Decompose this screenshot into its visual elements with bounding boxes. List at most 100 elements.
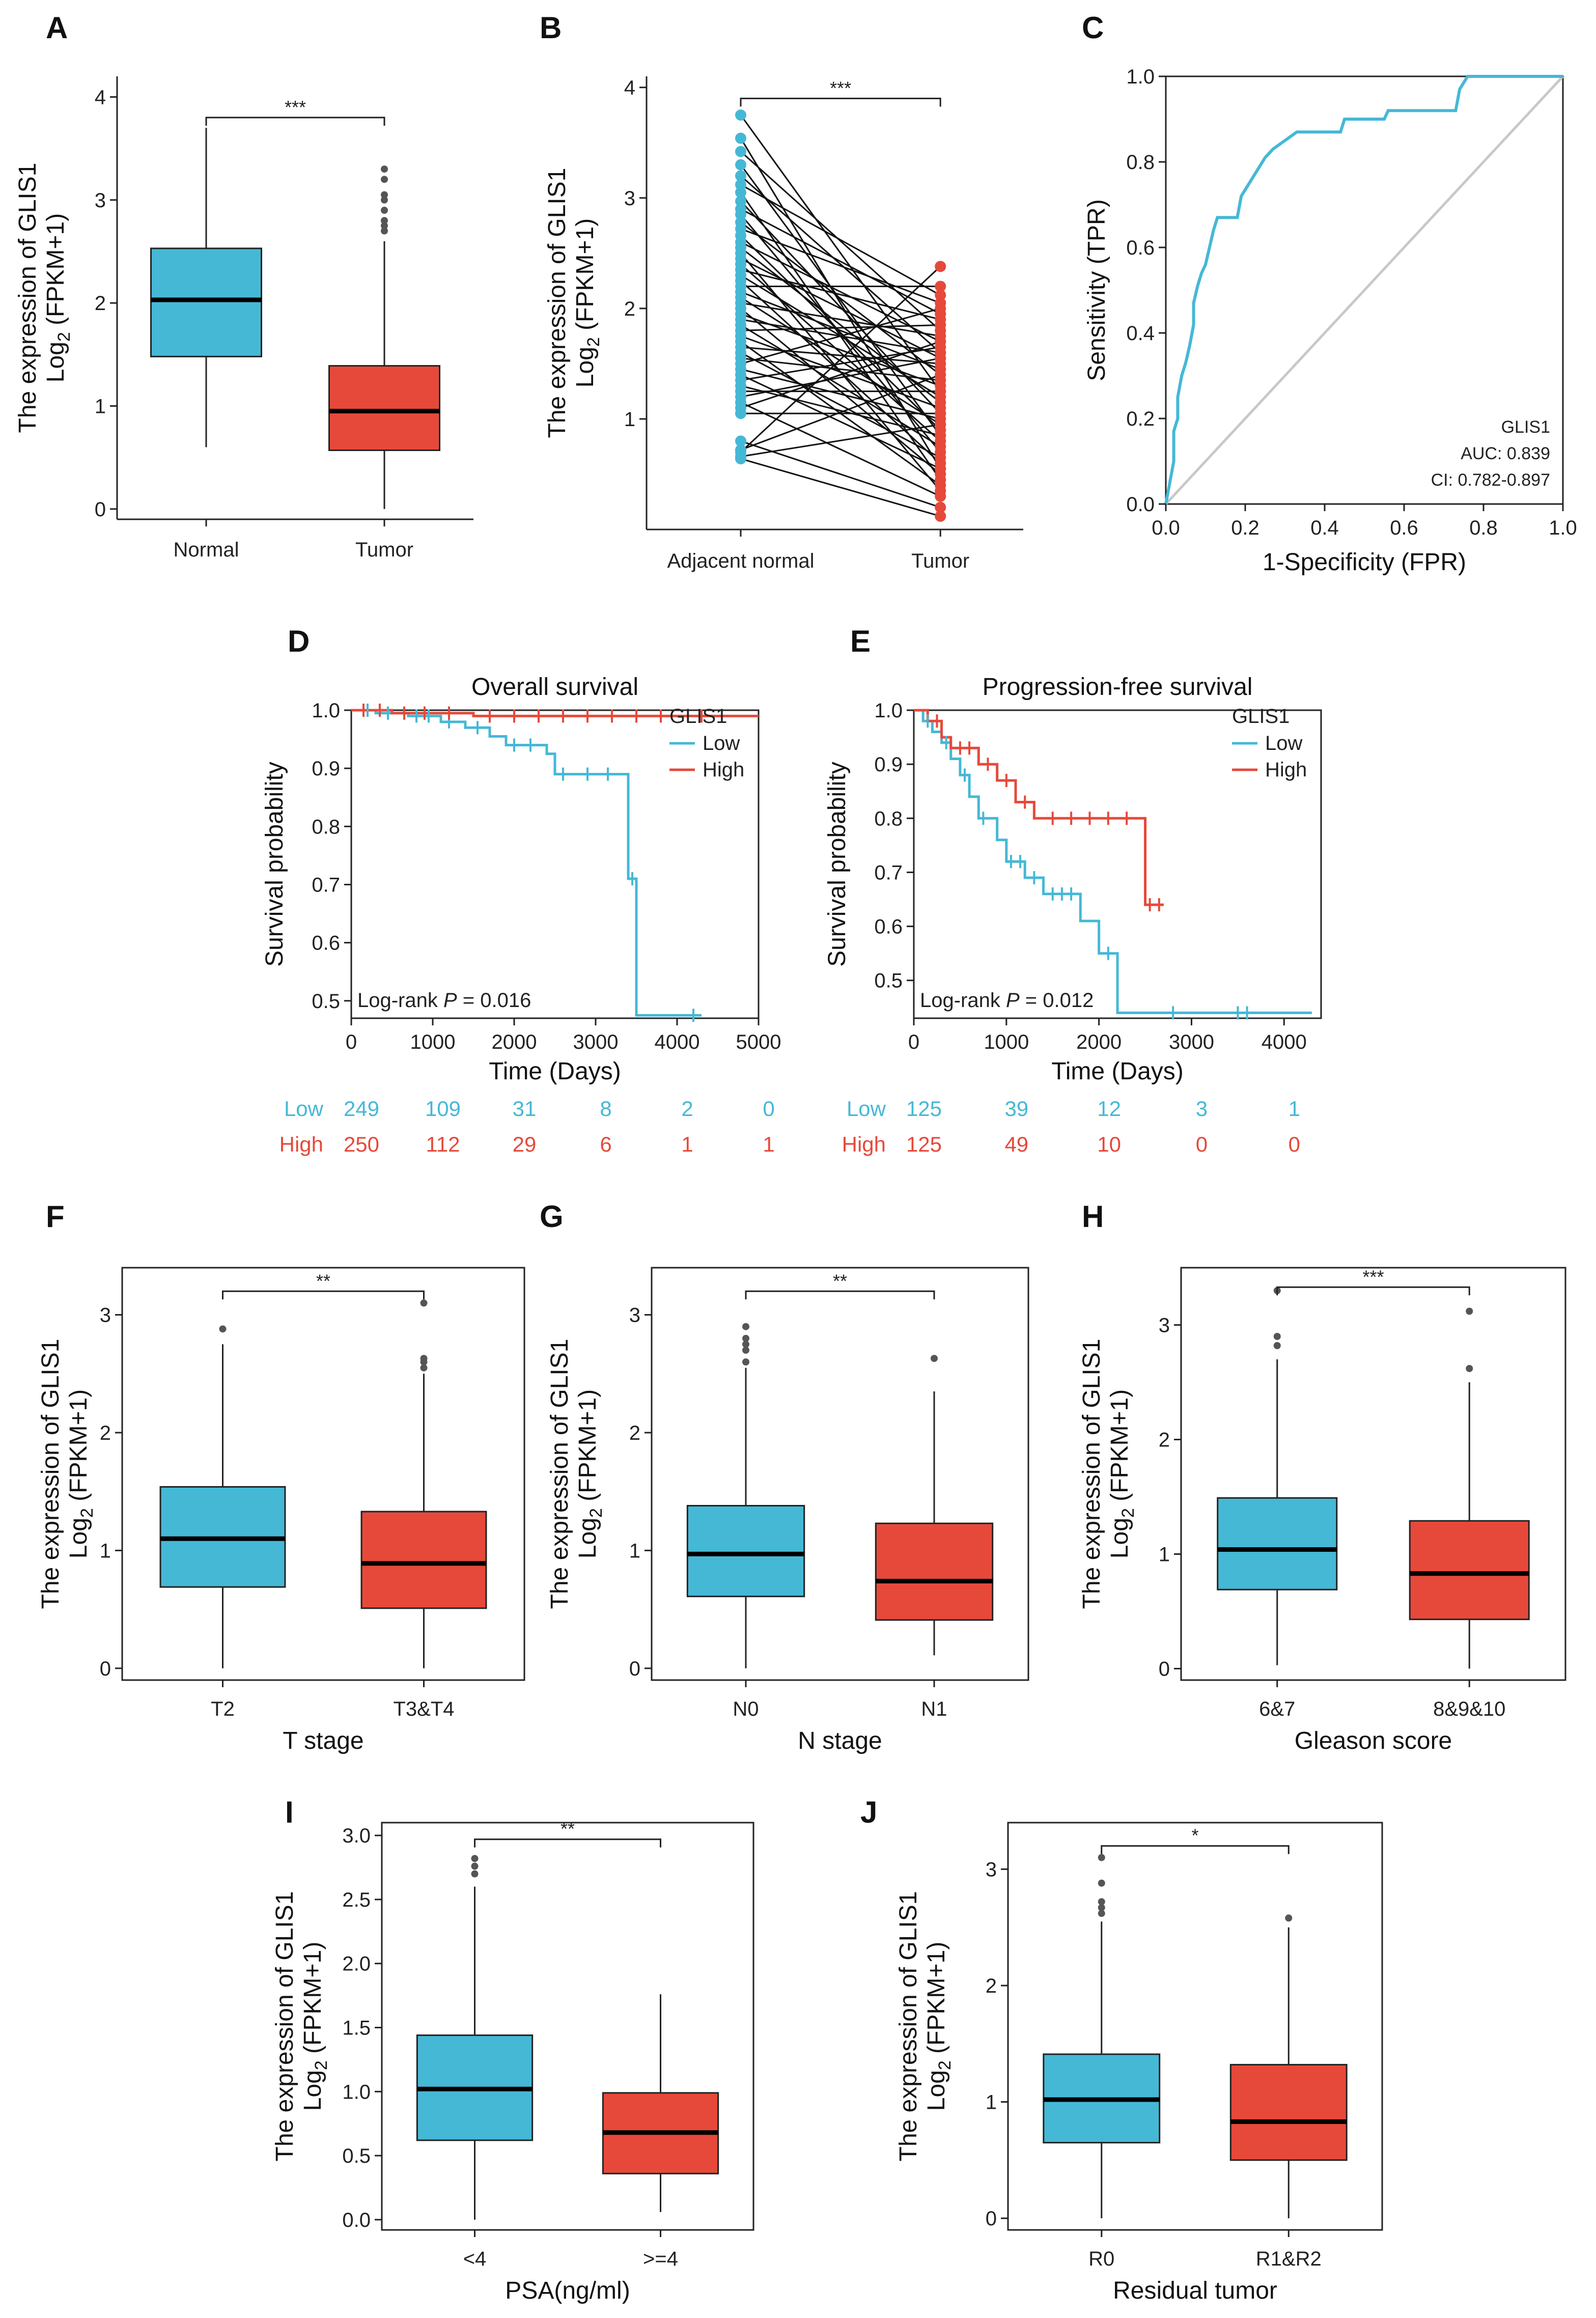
- y-tick-label: 0.4: [1126, 322, 1155, 345]
- tumor-point: [935, 302, 946, 314]
- tumor-point: [935, 408, 946, 420]
- x-tick-label: R0: [1088, 2248, 1114, 2270]
- significance-label: **: [316, 1270, 330, 1291]
- panel-label-e: E: [850, 624, 871, 658]
- y-tick-label: 0: [1159, 1658, 1170, 1681]
- y-axis-title: Survival probability: [824, 762, 851, 967]
- outlier-point: [381, 176, 388, 183]
- risk-table-value-high: 0: [1196, 1132, 1208, 1156]
- y-tick-label: 3: [629, 1304, 640, 1327]
- risk-table-value-high: 1: [763, 1132, 774, 1156]
- pair-line: [740, 440, 941, 509]
- box-tumor: [328, 165, 440, 509]
- x-axis-title: Time (Days): [489, 1058, 621, 1085]
- x-tick-label: 5000: [736, 1031, 781, 1053]
- y-tick-label: 0.2: [1126, 408, 1155, 430]
- y-axis-title-line2: Log2 (FPKM+1): [572, 218, 603, 387]
- outlier-point: [381, 196, 388, 204]
- tumor-point: [935, 441, 946, 453]
- tumor-point: [935, 510, 946, 522]
- pair-line: [740, 402, 941, 497]
- chart-panel-d: Overall survival 0 1000 2000 3000 4000 5000 0.5…: [261, 674, 781, 1156]
- significance-label: ***: [830, 77, 851, 98]
- plot-frame: [381, 1822, 754, 2231]
- y-axis-title-line2: Log2 (FPKM+1): [574, 1389, 606, 1558]
- panel-label-f: F: [46, 1199, 65, 1234]
- outlier-point: [381, 207, 388, 214]
- y-axis-title: Sensitivity (TPR): [1083, 199, 1110, 381]
- y-tick-label: 0.5: [874, 970, 903, 992]
- risk-table-value-low: 0: [763, 1097, 774, 1121]
- x-axis-title: T stage: [283, 1727, 363, 1754]
- y-tick-label: 4: [95, 86, 106, 108]
- y-tick-label: 2: [100, 1422, 111, 1444]
- significance-bracket: [205, 117, 385, 126]
- plot-frame: [651, 1267, 1029, 1681]
- x-tick-label: <4: [463, 2248, 487, 2270]
- diagonal-reference-line: [1165, 75, 1564, 505]
- y-tick-label: 0.0: [342, 2209, 371, 2231]
- box-6-7: [1217, 1287, 1338, 1665]
- y-tick-label: 0.8: [1126, 151, 1155, 174]
- chart-panel-b: 1 2 3 4 Adjacent normal Tumor *** The expressio…: [544, 76, 1023, 572]
- x-tick-label: 3000: [573, 1031, 619, 1053]
- y-tick-label: 0.7: [874, 861, 903, 884]
- plot-frame: [350, 709, 760, 1019]
- y-tick-label: 0: [629, 1658, 640, 1680]
- outlier-point: [381, 165, 388, 173]
- box-body: [328, 365, 440, 451]
- x-tick-label: 2000: [492, 1031, 537, 1053]
- tumor-point: [935, 281, 946, 292]
- pair-line: [740, 424, 941, 458]
- y-tick-label: 1: [624, 408, 635, 431]
- outlier-point: [742, 1340, 749, 1348]
- y-tick-label: 1: [95, 395, 106, 417]
- risk-table-value-high: 125: [906, 1132, 942, 1156]
- panel-label-a: A: [46, 11, 68, 45]
- outlier-point: [1098, 1879, 1105, 1887]
- y-tick-label: 0.6: [874, 916, 903, 938]
- box-body: [1409, 1520, 1530, 1621]
- chart-panel-a: 0 1 2 3 4 Normal Tumor *** The expression of GLI…: [14, 76, 473, 561]
- plot-frame: [1007, 1822, 1383, 2231]
- y-tick-label: 1: [100, 1540, 111, 1562]
- tumor-point: [935, 418, 946, 430]
- pair-line: [740, 115, 941, 392]
- outlier-point: [1273, 1342, 1281, 1349]
- pair-line: [740, 368, 941, 420]
- ci-label: CI: 0.782-0.897: [1431, 470, 1550, 490]
- legend-title: GLIS1: [1501, 417, 1550, 437]
- outlier-point: [742, 1334, 749, 1342]
- box-body: [1229, 2063, 1348, 2161]
- plot-frame: [1165, 75, 1564, 505]
- outlier-point: [1285, 1914, 1293, 1922]
- box-body: [150, 247, 262, 357]
- survival-curve-low: [351, 709, 702, 1017]
- x-tick-label: 1000: [984, 1031, 1029, 1053]
- x-tick-label: 0.8: [1469, 517, 1498, 539]
- x-tick-label: Tumor: [355, 539, 413, 561]
- tumor-point: [935, 261, 946, 272]
- y-tick-label: 1: [629, 1540, 640, 1562]
- pair-line: [740, 335, 941, 409]
- y-axis-title-line2: Log2 (FPKM+1): [923, 1942, 955, 2111]
- panel-label-b: B: [540, 11, 562, 45]
- pair-line: [740, 324, 941, 331]
- y-tick-label: 1: [986, 2091, 997, 2114]
- survival-curve-high: [914, 709, 1164, 906]
- outlier-point: [931, 1355, 938, 1362]
- risk-table-value-high: 112: [426, 1132, 460, 1156]
- y-tick-label: 0.6: [1126, 237, 1155, 259]
- risk-table-value-low: 12: [1097, 1097, 1121, 1121]
- panel-label-j: J: [860, 1795, 877, 1829]
- x-tick-label: 4000: [1262, 1031, 1307, 1053]
- y-tick-label: 2: [1159, 1429, 1170, 1451]
- y-axis-title-line2: Log2 (FPKM+1): [42, 213, 74, 382]
- significance-label: **: [833, 1270, 847, 1291]
- y-tick-label: 0.8: [874, 807, 903, 830]
- y-tick-label: 0.5: [312, 990, 340, 1013]
- tumor-point: [935, 319, 946, 331]
- y-tick-label: 2: [624, 298, 635, 320]
- significance-label: ***: [1362, 1266, 1384, 1287]
